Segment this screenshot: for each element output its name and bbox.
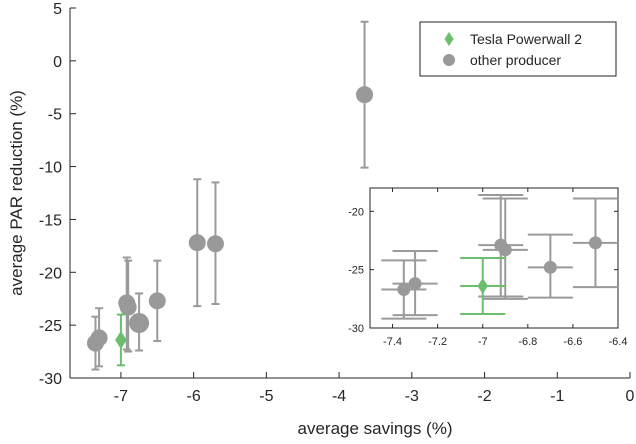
inset-producer-marker	[498, 243, 512, 257]
inset-producer-marker	[543, 260, 557, 274]
producer-marker	[119, 298, 137, 316]
x-tick-label: -3	[405, 388, 419, 405]
legend-label: other producer	[470, 52, 561, 68]
legend: Tesla Powerwall 2 other producer	[419, 21, 617, 77]
inset-y-tick-label: -30	[348, 323, 364, 335]
y-tick-label: -15	[39, 212, 62, 229]
producer-marker	[206, 235, 224, 253]
x-axis-label: average savings (%)	[298, 419, 453, 438]
inset-producer-marker	[588, 236, 602, 250]
y-tick-label: -10	[39, 160, 62, 177]
y-tick-label: -20	[39, 265, 62, 282]
x-tick-label: -4	[332, 388, 346, 405]
legend-producer-marker	[443, 54, 455, 66]
producer-marker	[188, 234, 206, 252]
inset-x-tick-label: -6.6	[563, 336, 582, 348]
inset-axes: -7.4 -7.2 -7 -6.8 -6.6 -6.4 -20 -25 -30	[332, 178, 636, 362]
legend-label: Tesla Powerwall 2	[470, 31, 582, 47]
y-tick-label: -5	[48, 107, 62, 124]
inset-producer-marker	[408, 277, 422, 291]
producer-marker	[148, 292, 166, 310]
producer-marker	[356, 86, 374, 104]
inset-x-tick-label: -6.8	[518, 336, 537, 348]
x-tick-label: -1	[550, 388, 564, 405]
y-tick-label: 0	[53, 54, 62, 71]
inset-x-tick-label: -7.4	[383, 336, 402, 348]
x-tick-label: -5	[259, 388, 273, 405]
producer-marker	[90, 329, 108, 347]
y-tick-label: -25	[39, 318, 62, 335]
inset-y-tick-label: -20	[348, 206, 364, 218]
inset-x-tick-label: -7	[478, 336, 488, 348]
legend-tesla-marker	[444, 32, 454, 46]
y-tick-label: -30	[39, 371, 62, 388]
inset-y-tick-label: -25	[348, 265, 364, 277]
inset-producer-marker	[397, 283, 411, 296]
y-tick-label: 5	[53, 1, 62, 18]
x-tick-label: -6	[187, 388, 201, 405]
tesla-marker	[115, 330, 127, 349]
y-axis-label: average PAR reduction (%)	[7, 90, 26, 296]
inset-x-tick-label: -6.4	[609, 336, 628, 348]
inset-x-tick-label: -7.2	[428, 336, 447, 348]
x-tick-label: 0	[626, 388, 635, 405]
producer-marker	[129, 313, 150, 334]
x-tick-label: -2	[477, 388, 491, 405]
legend-box	[419, 21, 617, 77]
inset-tesla-marker	[477, 278, 488, 294]
x-tick-label: -7	[114, 388, 128, 405]
